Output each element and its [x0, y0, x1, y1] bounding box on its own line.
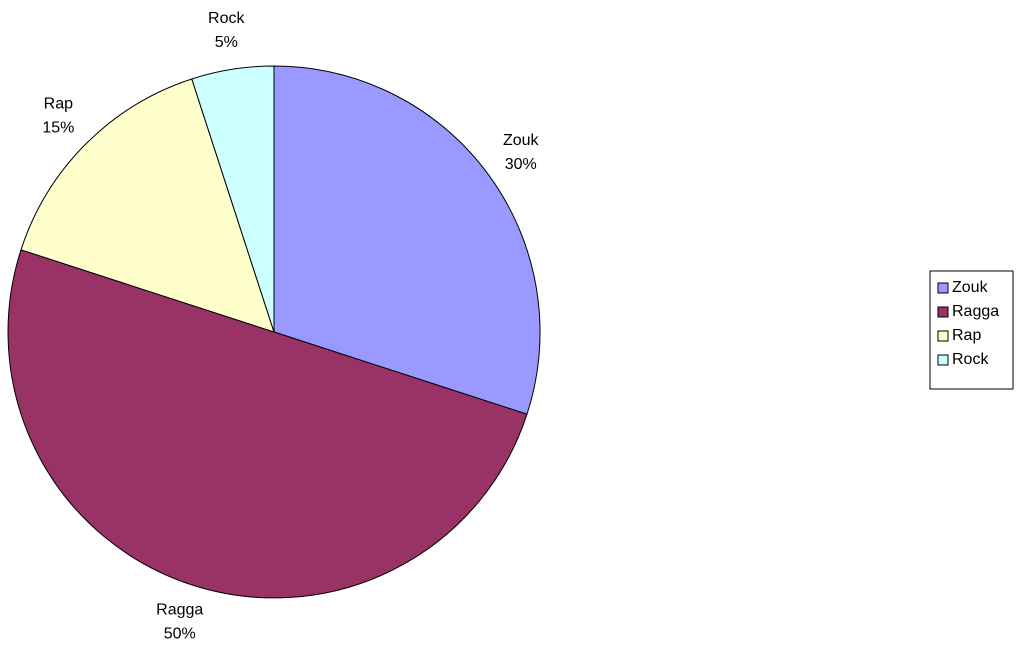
legend-swatch [937, 354, 949, 366]
legend-swatch [937, 282, 949, 294]
slice-value: 30% [505, 156, 537, 173]
slice-label: Zouk [503, 132, 540, 149]
legend-label: Rock [952, 351, 989, 368]
slice-label: Ragga [156, 601, 203, 618]
slice-value: 15% [42, 120, 74, 137]
slice-value: 50% [164, 625, 196, 642]
pie-slice [7, 249, 528, 599]
legend-label: Ragga [952, 303, 999, 320]
legend-label: Rap [952, 327, 981, 344]
legend-swatch [937, 330, 949, 342]
pie-slice [20, 78, 275, 333]
slice-label: Rock [208, 10, 245, 27]
slice-label: Rap [44, 96, 73, 113]
legend-label: Zouk [952, 279, 989, 296]
legend-box [929, 270, 1014, 390]
legend-swatch [937, 306, 949, 318]
pie-slice [273, 65, 541, 415]
slice-value: 5% [215, 34, 238, 51]
pie-slice [191, 65, 275, 333]
